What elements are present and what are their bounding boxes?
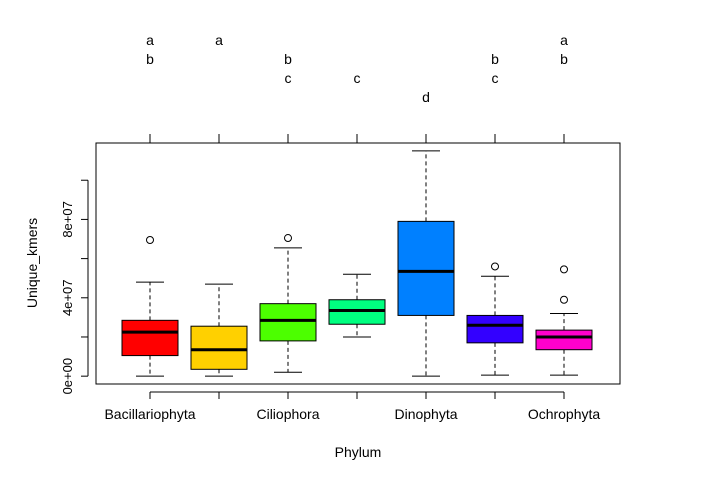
x-tick-label: Bacillariophyta xyxy=(104,406,195,422)
top-axis xyxy=(149,134,565,144)
significance-letter: b xyxy=(491,51,499,67)
significance-letter: a xyxy=(146,32,154,48)
y-tick-label: 0e+00 xyxy=(60,358,75,395)
x-tick-label: Ochrophyta xyxy=(528,406,601,422)
outlier-point xyxy=(560,265,568,274)
box-group-4 xyxy=(328,273,386,338)
box-group-5 xyxy=(397,150,455,377)
boxes xyxy=(121,150,593,377)
significance-letter: c xyxy=(492,70,499,86)
significance-letter: c xyxy=(285,70,292,86)
x-axis-label: Phylum xyxy=(335,444,382,460)
significance-letter: a xyxy=(560,32,568,48)
outlier-point xyxy=(146,235,154,244)
iqr-box xyxy=(259,303,317,342)
iqr-box xyxy=(535,329,593,351)
significance-letter: b xyxy=(284,51,292,67)
significance-letter: b xyxy=(560,51,568,67)
iqr-box xyxy=(190,325,248,370)
x-axis: Bacillariophyta Ciliophora Dinophyta Ochrop… xyxy=(104,391,601,422)
box-group-2 xyxy=(190,283,248,377)
y-tick-label: 8e+07 xyxy=(60,201,75,238)
y-axis: 0e+00 4e+07 8e+07 xyxy=(60,179,89,395)
y-tick-label: 4e+07 xyxy=(60,280,75,317)
outlier-point xyxy=(560,295,568,304)
significance-letter: a xyxy=(215,32,223,48)
iqr-box xyxy=(121,319,179,357)
iqr-box xyxy=(466,314,524,344)
plot-frame xyxy=(95,142,621,385)
x-tick-label: Dinophyta xyxy=(394,406,457,422)
outlier-point xyxy=(284,234,292,243)
x-tick-label: Ciliophora xyxy=(256,406,319,422)
box-group-3 xyxy=(259,234,317,373)
box-group-1 xyxy=(121,235,179,377)
box-group-6 xyxy=(466,262,524,376)
significance-letter: c xyxy=(354,70,361,86)
box-group-7 xyxy=(535,265,593,376)
outlier-point xyxy=(491,262,499,271)
iqr-box xyxy=(397,220,455,316)
y-axis-label: Unique_kmers xyxy=(24,218,40,308)
significance-letter: d xyxy=(422,89,430,105)
significance-letter: b xyxy=(146,51,154,67)
